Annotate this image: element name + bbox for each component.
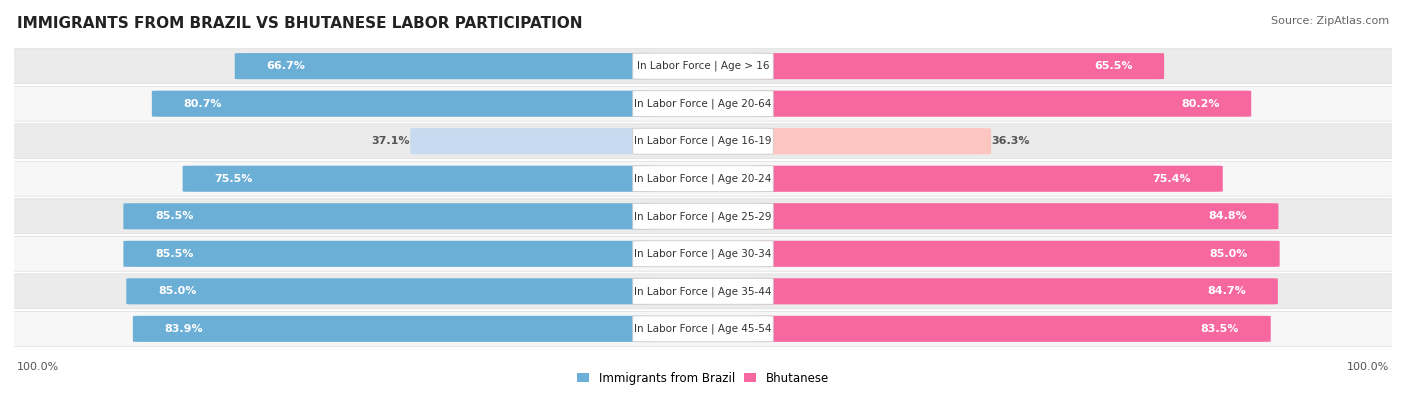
Text: IMMIGRANTS FROM BRAZIL VS BHUTANESE LABOR PARTICIPATION: IMMIGRANTS FROM BRAZIL VS BHUTANESE LABO…	[17, 16, 582, 31]
FancyBboxPatch shape	[633, 278, 773, 304]
FancyBboxPatch shape	[10, 199, 1396, 234]
FancyBboxPatch shape	[235, 53, 652, 79]
FancyBboxPatch shape	[183, 166, 652, 192]
FancyBboxPatch shape	[10, 236, 1396, 271]
Text: Source: ZipAtlas.com: Source: ZipAtlas.com	[1271, 16, 1389, 26]
FancyBboxPatch shape	[633, 166, 773, 192]
FancyBboxPatch shape	[633, 241, 773, 267]
Text: In Labor Force | Age 16-19: In Labor Force | Age 16-19	[634, 136, 772, 147]
Text: In Labor Force | Age > 16: In Labor Force | Age > 16	[637, 61, 769, 71]
Text: In Labor Force | Age 20-64: In Labor Force | Age 20-64	[634, 98, 772, 109]
Text: In Labor Force | Age 35-44: In Labor Force | Age 35-44	[634, 286, 772, 297]
FancyBboxPatch shape	[10, 274, 1396, 309]
Text: 75.5%: 75.5%	[214, 174, 253, 184]
Text: 85.5%: 85.5%	[155, 249, 194, 259]
Text: 84.8%: 84.8%	[1208, 211, 1247, 221]
FancyBboxPatch shape	[633, 203, 773, 229]
FancyBboxPatch shape	[633, 316, 773, 342]
Text: 36.3%: 36.3%	[991, 136, 1029, 146]
Text: In Labor Force | Age 30-34: In Labor Force | Age 30-34	[634, 248, 772, 259]
FancyBboxPatch shape	[754, 53, 1164, 79]
FancyBboxPatch shape	[10, 49, 1396, 84]
Text: 75.4%: 75.4%	[1153, 174, 1191, 184]
FancyBboxPatch shape	[124, 203, 652, 229]
Text: In Labor Force | Age 20-24: In Labor Force | Age 20-24	[634, 173, 772, 184]
FancyBboxPatch shape	[633, 53, 773, 79]
Text: In Labor Force | Age 45-54: In Labor Force | Age 45-54	[634, 324, 772, 334]
FancyBboxPatch shape	[134, 316, 652, 342]
FancyBboxPatch shape	[754, 316, 1271, 342]
FancyBboxPatch shape	[754, 241, 1279, 267]
Text: 100.0%: 100.0%	[1347, 362, 1389, 372]
Text: 85.0%: 85.0%	[157, 286, 197, 296]
Text: 85.5%: 85.5%	[155, 211, 194, 221]
FancyBboxPatch shape	[10, 124, 1396, 159]
Legend: Immigrants from Brazil, Bhutanese: Immigrants from Brazil, Bhutanese	[572, 367, 834, 390]
Text: 80.7%: 80.7%	[184, 99, 222, 109]
Text: 65.5%: 65.5%	[1094, 61, 1132, 71]
FancyBboxPatch shape	[127, 278, 652, 305]
Text: 80.2%: 80.2%	[1181, 99, 1219, 109]
FancyBboxPatch shape	[10, 86, 1396, 121]
FancyBboxPatch shape	[411, 128, 652, 154]
FancyBboxPatch shape	[10, 161, 1396, 196]
FancyBboxPatch shape	[754, 278, 1278, 305]
FancyBboxPatch shape	[10, 311, 1396, 346]
Text: 37.1%: 37.1%	[371, 136, 411, 146]
Text: 85.0%: 85.0%	[1209, 249, 1249, 259]
FancyBboxPatch shape	[152, 90, 652, 117]
FancyBboxPatch shape	[754, 128, 991, 154]
Text: In Labor Force | Age 25-29: In Labor Force | Age 25-29	[634, 211, 772, 222]
FancyBboxPatch shape	[754, 90, 1251, 117]
FancyBboxPatch shape	[754, 203, 1278, 229]
Text: 84.7%: 84.7%	[1208, 286, 1246, 296]
FancyBboxPatch shape	[633, 128, 773, 154]
Text: 83.5%: 83.5%	[1201, 324, 1239, 334]
Text: 66.7%: 66.7%	[267, 61, 305, 71]
Text: 100.0%: 100.0%	[17, 362, 59, 372]
FancyBboxPatch shape	[124, 241, 652, 267]
FancyBboxPatch shape	[633, 91, 773, 117]
Text: 83.9%: 83.9%	[165, 324, 204, 334]
FancyBboxPatch shape	[754, 166, 1223, 192]
